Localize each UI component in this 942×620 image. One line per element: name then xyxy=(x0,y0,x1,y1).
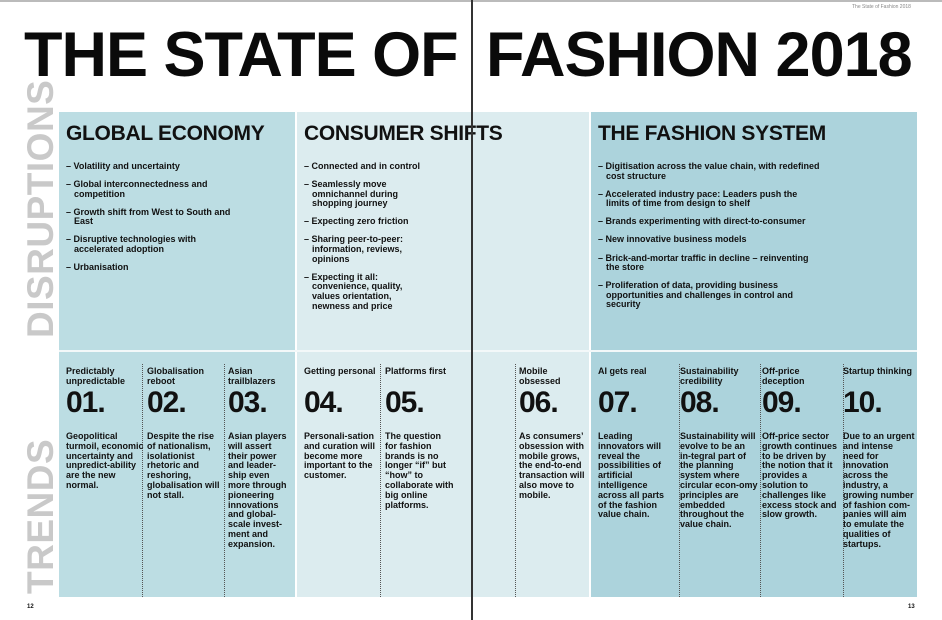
trend-body: Asian players will assert their power an… xyxy=(228,431,287,549)
row-label-disruptions: DISRUPTIONS xyxy=(20,79,61,338)
divider xyxy=(224,364,225,597)
trend-body: As consumers’ obsession with mobile grow… xyxy=(519,431,585,500)
list-item: – Volatility and uncertainty xyxy=(66,161,180,171)
trend-number: 04. xyxy=(304,386,344,419)
trend-number: 09. xyxy=(762,386,802,419)
list-item: – Expecting it all: convenience, quality… xyxy=(304,271,403,311)
divider xyxy=(380,364,381,597)
list-item: – Digitisation across the value chain, w… xyxy=(598,161,820,181)
list-item: – Brands experimenting with direct-to-co… xyxy=(598,216,806,227)
list-item: – Proliferation of data, providing busin… xyxy=(598,280,794,310)
list-item: – Connected and in control xyxy=(304,161,421,171)
trend-number: 07. xyxy=(598,386,638,419)
list-item: – Growth shift from West to South and Ea… xyxy=(66,206,231,227)
trend-08: Sustainability credibility 08. Sustainabil… xyxy=(680,366,758,530)
trend-title: Off-price deception xyxy=(762,366,805,386)
list-fashion-system: – Digitisation across the value chain, w… xyxy=(598,161,820,319)
trend-title: Getting personal xyxy=(304,366,376,376)
row-divider xyxy=(59,350,917,352)
trend-title: Platforms first xyxy=(385,366,447,376)
trend-title: Startup thinking xyxy=(843,366,912,376)
list-item: – Accelerated industry pace: Leaders pus… xyxy=(598,188,798,209)
trend-number: 03. xyxy=(228,386,268,419)
column-consumer-shifts xyxy=(297,112,589,597)
trend-number: 05. xyxy=(385,386,425,419)
column-fashion-system xyxy=(591,112,917,597)
row-label-trends: TRENDS xyxy=(20,438,61,594)
trend-body: Personali-sation and curation will becom… xyxy=(304,431,376,481)
trend-number: 06. xyxy=(519,386,559,419)
column-global-economy xyxy=(59,112,295,597)
trend-01: Predictably unpredictable 01. Geopolitical… xyxy=(66,366,144,491)
trend-body: Sustainability will evolve to be an in-t… xyxy=(680,431,758,530)
divider xyxy=(679,364,680,597)
trend-05: Platforms first 05. The question for fashi… xyxy=(385,366,455,510)
trend-06: Mobile obsessed 06. As consumers’ obsessio… xyxy=(519,366,589,501)
list-item: – Urbanisation xyxy=(66,262,129,273)
page-number-left: 12 xyxy=(27,604,34,610)
list-item: – Disruptive technologies with accelerat… xyxy=(66,234,197,255)
trend-title: Asian trailblazers xyxy=(228,366,276,386)
trend-title: Sustainability credibility xyxy=(680,366,739,386)
trend-10: Startup thinking 10. Due to an urgent and … xyxy=(843,366,915,550)
trend-number: 01. xyxy=(66,386,106,419)
title-right: FASHION 2018 xyxy=(486,20,913,90)
trend-03: Asian trailblazers 03. Asian players will … xyxy=(228,366,292,550)
heading-fashion-system: THE FASHION SYSTEM xyxy=(598,122,826,145)
trend-title: Mobile obsessed xyxy=(519,366,561,386)
trend-title: Globalisation reboot xyxy=(147,366,205,386)
list-item: – Seamlessly move omnichannel during sho… xyxy=(304,179,399,209)
list-global-economy: – Volatility and uncertainty – Global in… xyxy=(66,161,246,281)
trend-title: AI gets real xyxy=(598,366,647,376)
trend-body: The question for fashion brands is no lo… xyxy=(385,431,454,510)
trend-07: AI gets real 07. Leading innovators will r… xyxy=(598,366,674,520)
trend-number: 10. xyxy=(843,386,883,419)
page-spine xyxy=(471,0,473,620)
running-header: The State of Fashion 2018 xyxy=(852,4,911,10)
list-item: – Expecting zero friction xyxy=(304,216,409,227)
trend-number: 08. xyxy=(680,386,720,419)
divider xyxy=(142,364,143,597)
trend-04: Getting personal 04. Personali-sation and … xyxy=(304,366,376,481)
divider xyxy=(515,364,516,597)
trend-02: Globalisation reboot 02. Despite the rise … xyxy=(147,366,221,501)
trend-body: Geopolitical turmoil, economic uncertain… xyxy=(66,431,144,490)
trend-body: Off-price sector growth continues to be … xyxy=(762,431,837,520)
list-item: – Brick-and-mortar traffic in decline – … xyxy=(598,252,809,273)
page-number-right: 13 xyxy=(908,604,915,610)
list-item: – Global interconnectedness and competit… xyxy=(66,179,208,199)
trend-number: 02. xyxy=(147,386,187,419)
trend-body: Due to an urgent and intense need for in… xyxy=(843,431,915,549)
trend-body: Leading innovators will reveal the possi… xyxy=(598,431,665,520)
list-item: – New innovative business models xyxy=(598,234,747,245)
heading-global-economy: GLOBAL ECONOMY xyxy=(66,122,265,145)
trend-title: Predictably unpredictable xyxy=(66,366,126,386)
list-consumer-shifts: – Connected and in control – Seamlessly … xyxy=(304,161,432,320)
trend-09: Off-price deception 09. Off-price sector g… xyxy=(762,366,840,520)
list-item: – Sharing peer-to-peer: information, rev… xyxy=(304,234,404,264)
divider xyxy=(843,364,844,597)
heading-consumer-shifts: CONSUMER SHIFTS xyxy=(304,122,503,145)
title-left: THE STATE OF xyxy=(24,20,459,90)
trend-body: Despite the rise of nationalism, isolati… xyxy=(147,431,220,500)
divider xyxy=(760,364,761,597)
